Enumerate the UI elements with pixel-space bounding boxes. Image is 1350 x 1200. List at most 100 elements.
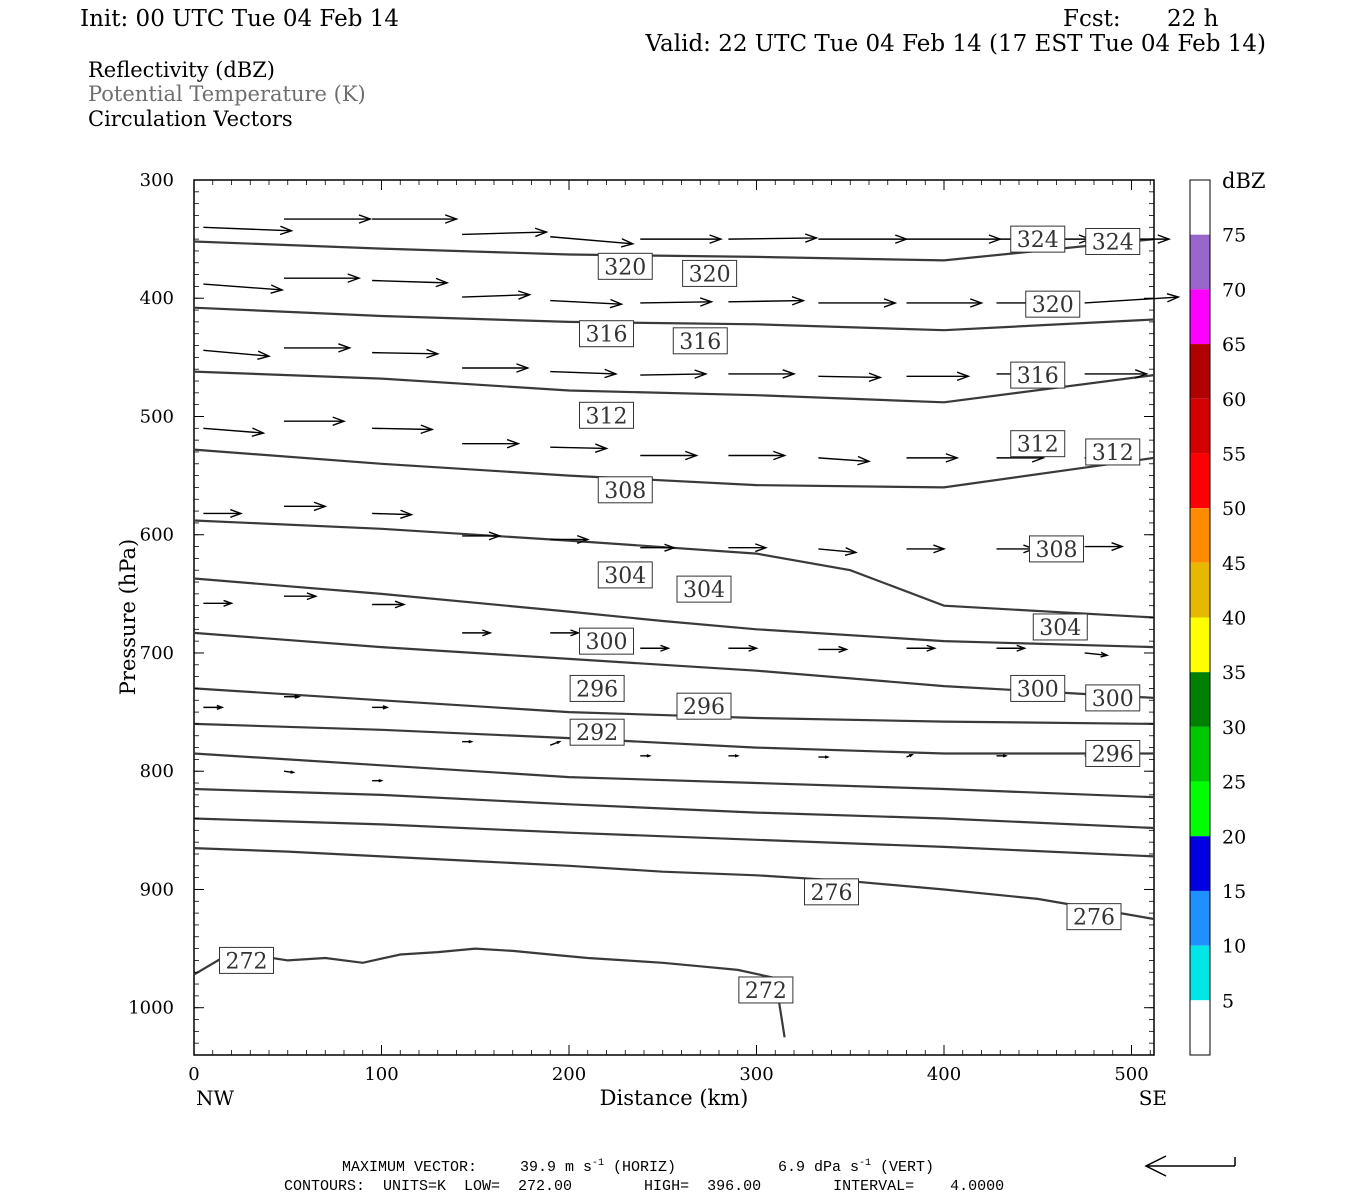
field-potential-temperature: Potential Temperature (K): [88, 82, 366, 106]
svg-text:312: 312: [1092, 441, 1134, 466]
contour-label: 296: [569, 674, 625, 702]
valid-time: Valid: 22 UTC Tue 04 Feb 14 (17 EST Tue …: [645, 31, 1266, 57]
contour-label: 296: [676, 692, 732, 720]
circulation-vector: [372, 348, 440, 359]
x-tick-label: 200: [552, 1064, 586, 1085]
svg-text:308: 308: [604, 479, 646, 504]
svg-text:324: 324: [1092, 230, 1134, 255]
contour-label: 304: [597, 561, 653, 589]
contour-label: 300: [579, 627, 634, 655]
colorbar-label: 60: [1222, 389, 1246, 411]
x-axis-title: Distance (km): [600, 1086, 749, 1110]
svg-text:316: 316: [1017, 364, 1059, 389]
contour-label: 308: [1029, 535, 1084, 563]
contour-label: 276: [804, 878, 859, 906]
y-tick-label: 500: [140, 406, 174, 427]
circulation-vector: [283, 770, 296, 774]
colorbar-segment: [1190, 836, 1210, 891]
plot-frame: [193, 179, 1155, 1056]
circulation-vector: [1084, 369, 1149, 379]
colorbar-unit: dBZ: [1222, 169, 1265, 193]
colorbar-segment: [1190, 945, 1210, 1001]
svg-text:312: 312: [586, 404, 628, 429]
circulation-vector: [550, 740, 562, 746]
svg-text:296: 296: [683, 695, 725, 720]
svg-text:300: 300: [1092, 687, 1134, 712]
circulation-vector: [203, 704, 225, 710]
circulation-vector: [203, 599, 234, 607]
field-circulation-vectors: Circulation Vectors: [88, 107, 293, 131]
circulation-vector: [284, 416, 347, 426]
circulation-vector: [818, 372, 883, 383]
svg-text:300: 300: [1017, 677, 1059, 702]
circulation-vector: [203, 427, 266, 437]
circulation-vector: [728, 450, 787, 461]
contour-label: 320: [682, 259, 738, 287]
contour-label: 312: [1085, 438, 1141, 466]
contour-label: 304: [1032, 613, 1088, 641]
theta-contour-316: [193, 370, 1155, 404]
x-end-label-left: NW: [196, 1086, 235, 1110]
field-reflectivity: Reflectivity (dBZ): [88, 58, 275, 82]
circulation-vector: [462, 227, 549, 238]
y-tick-label: 900: [140, 879, 174, 900]
contour-label: 320: [597, 252, 653, 280]
circulation-vector: [550, 443, 609, 453]
circulation-vector: [728, 296, 806, 306]
theta-contour-296: [193, 687, 1155, 725]
circulation-vector: [462, 290, 532, 300]
circulation-vector: [818, 546, 858, 557]
svg-text:312: 312: [1017, 433, 1059, 458]
theta-contour-276: [193, 847, 1155, 921]
colorbar-label: 45: [1222, 553, 1246, 575]
max-vector-horiz: 39.9 m s-1 (HORIZ): [520, 1158, 676, 1176]
contour-label: 304: [676, 575, 732, 603]
x-tick-label: 500: [1114, 1064, 1148, 1085]
colorbar-label: 75: [1222, 225, 1246, 247]
colorbar-label: 5: [1222, 990, 1234, 1012]
theta-contour-320: [193, 306, 1155, 332]
circulation-vector: [203, 225, 294, 236]
svg-text:308: 308: [1036, 538, 1078, 563]
circulation-vector: [818, 298, 898, 308]
circulation-vector: [640, 297, 714, 307]
circulation-vector: [906, 644, 937, 652]
circulation-vector: [462, 438, 521, 449]
circulation-vector: [284, 273, 362, 283]
circulation-vector: [462, 363, 530, 373]
y-axis-title: Pressure (hPa): [116, 539, 140, 695]
circulation-vector: [640, 543, 677, 552]
colorbar-segment: [1190, 672, 1210, 727]
circulation-vector: [550, 298, 624, 309]
forecast-hour: 22 h: [1167, 6, 1219, 32]
circulation-vector: [203, 283, 285, 294]
svg-text:276: 276: [811, 881, 853, 906]
circulation-vector: [906, 544, 947, 554]
circulation-vector: [462, 739, 474, 744]
colorbar-segment: [1190, 1000, 1210, 1055]
y-tick-label: 1000: [128, 998, 174, 1019]
circulation-vector: [372, 214, 459, 224]
y-tick-label: 600: [140, 525, 174, 546]
theta-contour-300: [193, 631, 1155, 699]
y-tick-label: 300: [140, 170, 174, 191]
contour-label: 296: [1085, 739, 1141, 767]
colorbar-label: 10: [1222, 936, 1246, 958]
y-tick-label: 700: [140, 643, 174, 664]
x-tick-label: 400: [927, 1064, 961, 1085]
circulation-vector: [728, 644, 759, 652]
axes: 0 100 200 300 400 500 300 400 500 600 700 800 900 100…: [128, 170, 1154, 1085]
circulation-vector: [728, 369, 797, 379]
circulation-vector: [284, 592, 318, 601]
svg-text:296: 296: [1092, 742, 1134, 767]
circulation-vector: [1084, 292, 1181, 304]
theta-contours: [193, 238, 1155, 1038]
circulation-vector: [203, 349, 272, 360]
colorbar-label: 70: [1222, 279, 1246, 301]
theta-contour-272: [193, 947, 786, 1038]
colorbar-segment: [1190, 289, 1210, 345]
reference-vector-icon: [1144, 1155, 1236, 1177]
circulation-vector: [372, 277, 450, 288]
colorbar-segment: [1190, 508, 1210, 563]
x-tick-label: 0: [188, 1064, 199, 1085]
